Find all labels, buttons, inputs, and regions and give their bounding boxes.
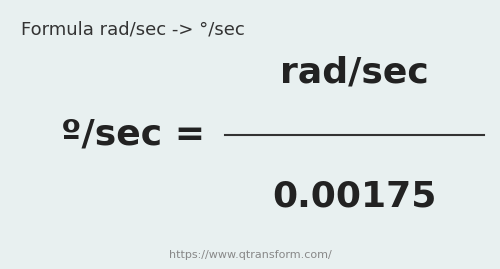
Text: rad/sec: rad/sec xyxy=(280,55,429,89)
Text: 0.00175: 0.00175 xyxy=(272,180,436,214)
Text: https://www.qtransform.com/: https://www.qtransform.com/ xyxy=(168,250,332,260)
Text: Formula rad/sec -> °/sec: Formula rad/sec -> °/sec xyxy=(22,20,245,38)
Text: º/sec =: º/sec = xyxy=(61,118,206,151)
